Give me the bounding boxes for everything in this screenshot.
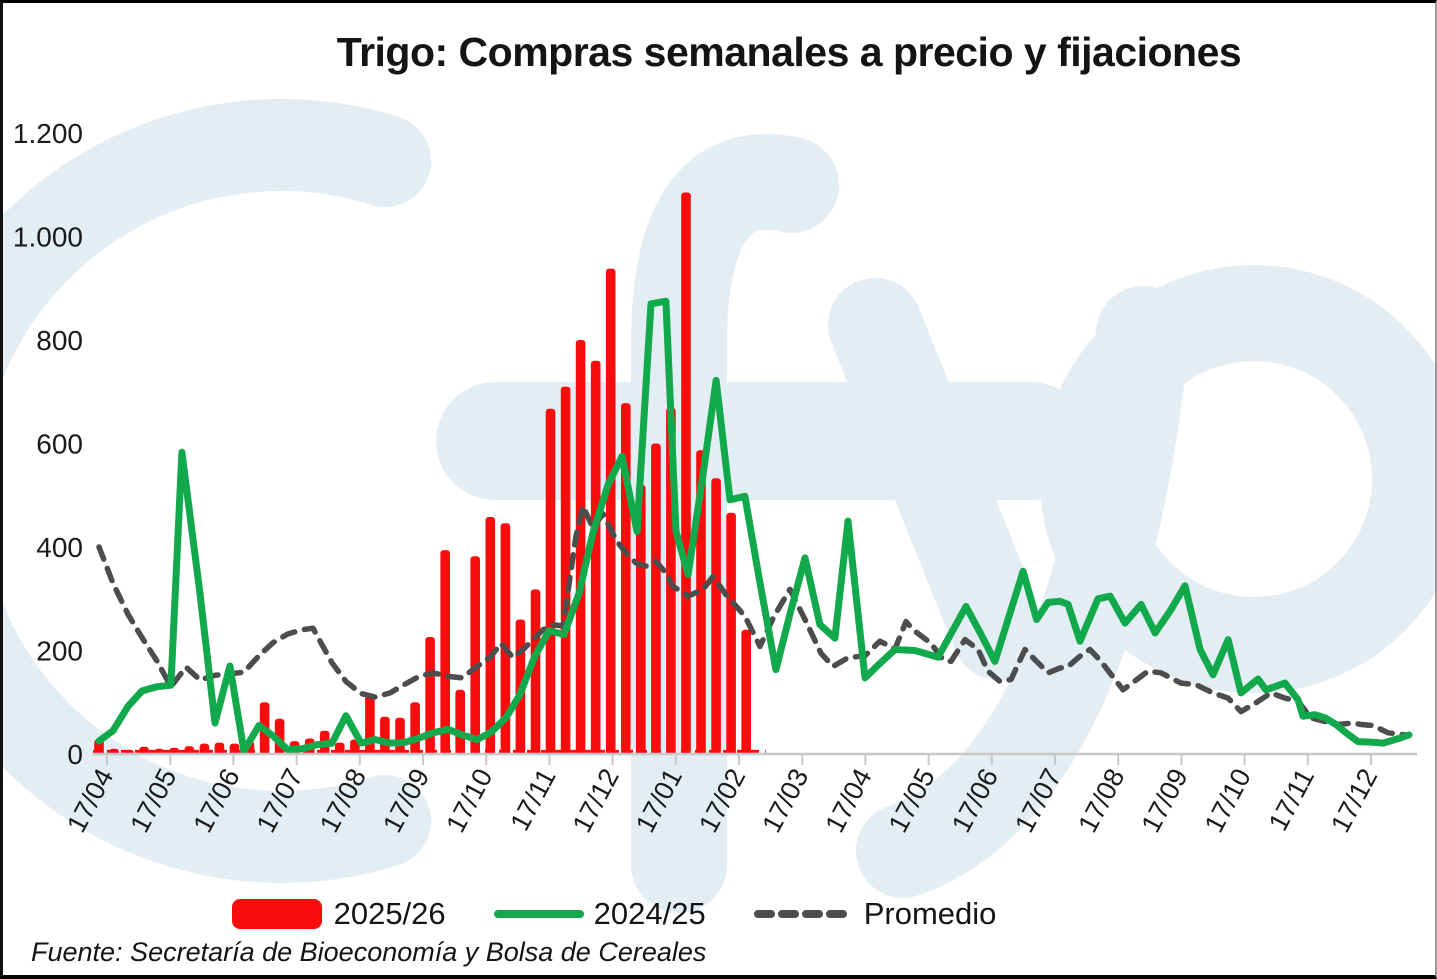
green-line-swatch-icon [493, 910, 584, 918]
bar-week-36 [636, 484, 646, 755]
x-tick-label-8: 17/12 [567, 764, 625, 838]
x-tick-label-18: 17/10 [1199, 764, 1257, 838]
bar-week-22 [425, 637, 435, 755]
bar-week-41 [711, 478, 721, 755]
bar-week-3 [139, 746, 149, 755]
bar-week-37 [651, 443, 661, 755]
bar-week-7 [199, 743, 210, 755]
chart-title: Trigo: Compras semanales a precio y fija… [336, 29, 1242, 75]
legend-item-2025-26: 2025/26 [230, 896, 446, 932]
y-tick-label-5: 1.000 [13, 222, 83, 253]
bar-week-31 [560, 386, 571, 755]
legend: 2025/26 2024/25 Promedio [113, 885, 1113, 943]
promedio-line [96, 503, 1408, 738]
y-tick-label-2: 400 [36, 532, 83, 563]
x-tick-label-7: 17/11 [504, 764, 561, 836]
bar-week-39 [681, 192, 691, 755]
bar-week-8 [214, 742, 225, 755]
x-tick-label-19: 17/11 [1263, 764, 1320, 836]
bar-week-33 [590, 360, 601, 755]
y-tick-label-0: 0 [67, 739, 83, 770]
chart-plot-area: 17/04 17/05 17/06 17/07 17/08 17/09 17/10 17/11… [3, 99, 1435, 913]
bar-week-9 [229, 743, 240, 755]
bar-week-27 [500, 523, 511, 755]
bar-week-29 [530, 589, 541, 755]
source-note: Fuente: Secretaría de Bioeconomía y Bols… [31, 937, 707, 967]
x-tick-label-16: 17/08 [1072, 764, 1130, 838]
bar-week-42 [726, 512, 736, 755]
bar-week-18 [365, 696, 375, 755]
legend-item-promedio: Promedio [753, 896, 997, 932]
x-tick-label-17: 17/09 [1135, 764, 1193, 838]
bar-week-6 [184, 746, 195, 755]
bar-week-25 [470, 556, 480, 755]
bar-week-32 [575, 340, 586, 755]
y-tick-label-3: 600 [36, 429, 83, 460]
legend-label-2025-26: 2025/26 [333, 896, 446, 931]
bar-week-23 [440, 550, 450, 755]
y-tick-label-4: 800 [36, 325, 83, 356]
bar-week-16 [335, 742, 345, 755]
bar-week-21 [410, 702, 420, 755]
y-tick-label-1: 200 [36, 636, 83, 667]
dashed-line-swatch-icon [753, 910, 854, 918]
x-tick-label-11: 17/03 [756, 764, 814, 838]
bar-week-30 [545, 408, 556, 755]
bar-week-34 [605, 268, 616, 755]
y-tick-label-6: 1.200 [13, 118, 83, 149]
legend-label-2024-25: 2024/25 [593, 896, 706, 931]
red-bar-swatch-icon [231, 899, 322, 929]
legend-label-promedio: Promedio [863, 896, 997, 931]
bar-week-43 [741, 629, 751, 755]
legend-item-2024-25: 2024/25 [493, 896, 706, 932]
bars-2025-26 [94, 192, 751, 755]
bar-week-26 [485, 517, 496, 755]
x-tick-label-20: 17/12 [1325, 764, 1383, 838]
bar-week-24 [455, 689, 465, 755]
line-2024-25 [95, 297, 1413, 755]
x-tick-label-6: 17/10 [440, 764, 498, 838]
fyo-watermark [3, 99, 1435, 913]
